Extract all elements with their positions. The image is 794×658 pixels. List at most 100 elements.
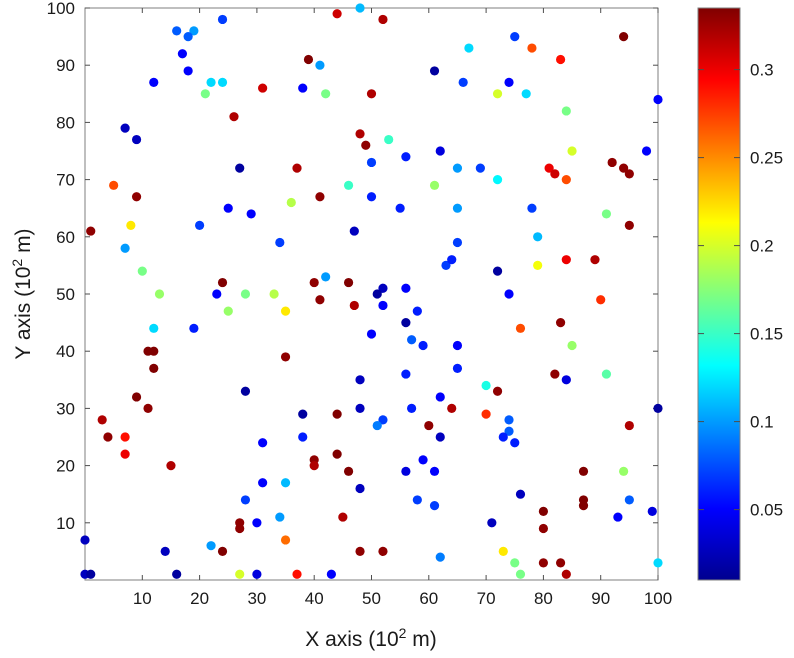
x-tick-label: 100 [644, 589, 672, 608]
scatter-point [538, 523, 549, 534]
scatter-point [624, 220, 634, 230]
scatter-point [235, 163, 245, 173]
scatter-point [487, 518, 497, 528]
scatter-point [527, 203, 537, 213]
scatter-point [401, 283, 411, 293]
scatter-point [206, 77, 216, 87]
y-axis: 10 20 30 40 50 60 70 80 90 100 [47, 0, 658, 533]
scatter-point [510, 31, 520, 42]
scatter-point [275, 237, 285, 248]
scatter-point [172, 569, 182, 579]
scatter-point [515, 489, 526, 499]
scatter-point [252, 518, 262, 528]
scatter-point [172, 26, 182, 36]
y-tick-label: 80 [56, 113, 75, 132]
scatter-point [269, 289, 279, 299]
scatter-point [429, 501, 440, 511]
scatter-point [355, 375, 365, 385]
scatter-point [189, 26, 199, 36]
scatter-point [149, 363, 159, 373]
scatter-point [86, 226, 96, 236]
scatter-point [533, 260, 543, 270]
scatter-point [332, 409, 342, 419]
scatter-point [435, 392, 445, 402]
scatter-point [601, 369, 612, 379]
scatter-point [452, 163, 463, 173]
scatter-point [366, 329, 377, 339]
scatter-point [475, 163, 485, 173]
scatter-point [504, 289, 514, 299]
scatter-point [258, 83, 268, 93]
scatter-point [653, 94, 663, 105]
scatter-point [481, 409, 491, 419]
scatter-point [447, 255, 457, 265]
scatter-point [613, 512, 623, 522]
y-tick-label: 90 [56, 56, 75, 75]
scatter-point [452, 203, 463, 213]
x-tick-label: 70 [477, 589, 496, 608]
scatter-point [452, 340, 463, 351]
plot-area [84, 7, 659, 581]
scatter-point [321, 89, 331, 99]
scatter-point [195, 220, 205, 230]
scatter-point [653, 403, 663, 413]
scatter-point [131, 192, 142, 202]
scatter-point [120, 243, 130, 253]
colorbar-tick-label: 0.05 [750, 501, 783, 520]
scatter-point [515, 323, 526, 333]
scatter-point [223, 203, 233, 213]
scatter-point [355, 129, 365, 139]
scatter-point [183, 31, 193, 42]
scatter-point [166, 461, 176, 471]
scatter-point [533, 232, 543, 242]
scatter-point [619, 163, 629, 173]
scatter-point [498, 432, 508, 442]
colorbar-tick-label: 0.1 [750, 413, 774, 432]
colorbar [697, 7, 741, 581]
scatter-point [309, 461, 319, 471]
scatter-point [217, 14, 228, 25]
scatter-point [292, 569, 302, 579]
scatter-point [395, 203, 405, 213]
scatter-point [321, 272, 331, 282]
scatter-point [578, 466, 589, 476]
scatter-point [177, 49, 188, 59]
scatter-point [315, 60, 325, 70]
scatter-point [366, 192, 377, 202]
x-axis-label: X axis (102 m) [305, 625, 437, 651]
scatter-point [137, 266, 147, 276]
x-tick-label: 80 [534, 589, 553, 608]
scatter-point [555, 558, 566, 568]
scatter-point [206, 541, 216, 551]
scatter-point [235, 523, 245, 534]
scatter-point [521, 89, 531, 99]
scatter-point [303, 54, 314, 65]
y-tick-label: 70 [56, 171, 75, 190]
scatter-point [498, 546, 508, 557]
scatter-point [418, 340, 428, 351]
scatter-point [458, 77, 468, 87]
scatter-point [538, 506, 549, 516]
scatter-point [86, 569, 96, 579]
scatter-point [149, 346, 159, 356]
scatter-point [653, 558, 663, 568]
scatter-point [280, 478, 291, 488]
scatter-point [240, 386, 251, 396]
scatter-point [412, 495, 422, 505]
scatter-point [561, 255, 571, 265]
x-tick-label: 50 [362, 589, 381, 608]
scatter-point [418, 455, 428, 465]
x-tick-label: 10 [133, 589, 152, 608]
scatter-point [567, 146, 577, 156]
scatter-point [561, 175, 571, 185]
scatter-point [412, 306, 422, 316]
scatter-point [280, 306, 291, 316]
scatter-point [149, 323, 159, 333]
scatter-point [332, 449, 342, 459]
scatter-point [407, 335, 417, 345]
colorbar-tick-label: 0.15 [750, 325, 783, 344]
x-tick-label: 90 [591, 589, 610, 608]
scatter-point [183, 66, 193, 76]
scatter-points [80, 3, 663, 579]
